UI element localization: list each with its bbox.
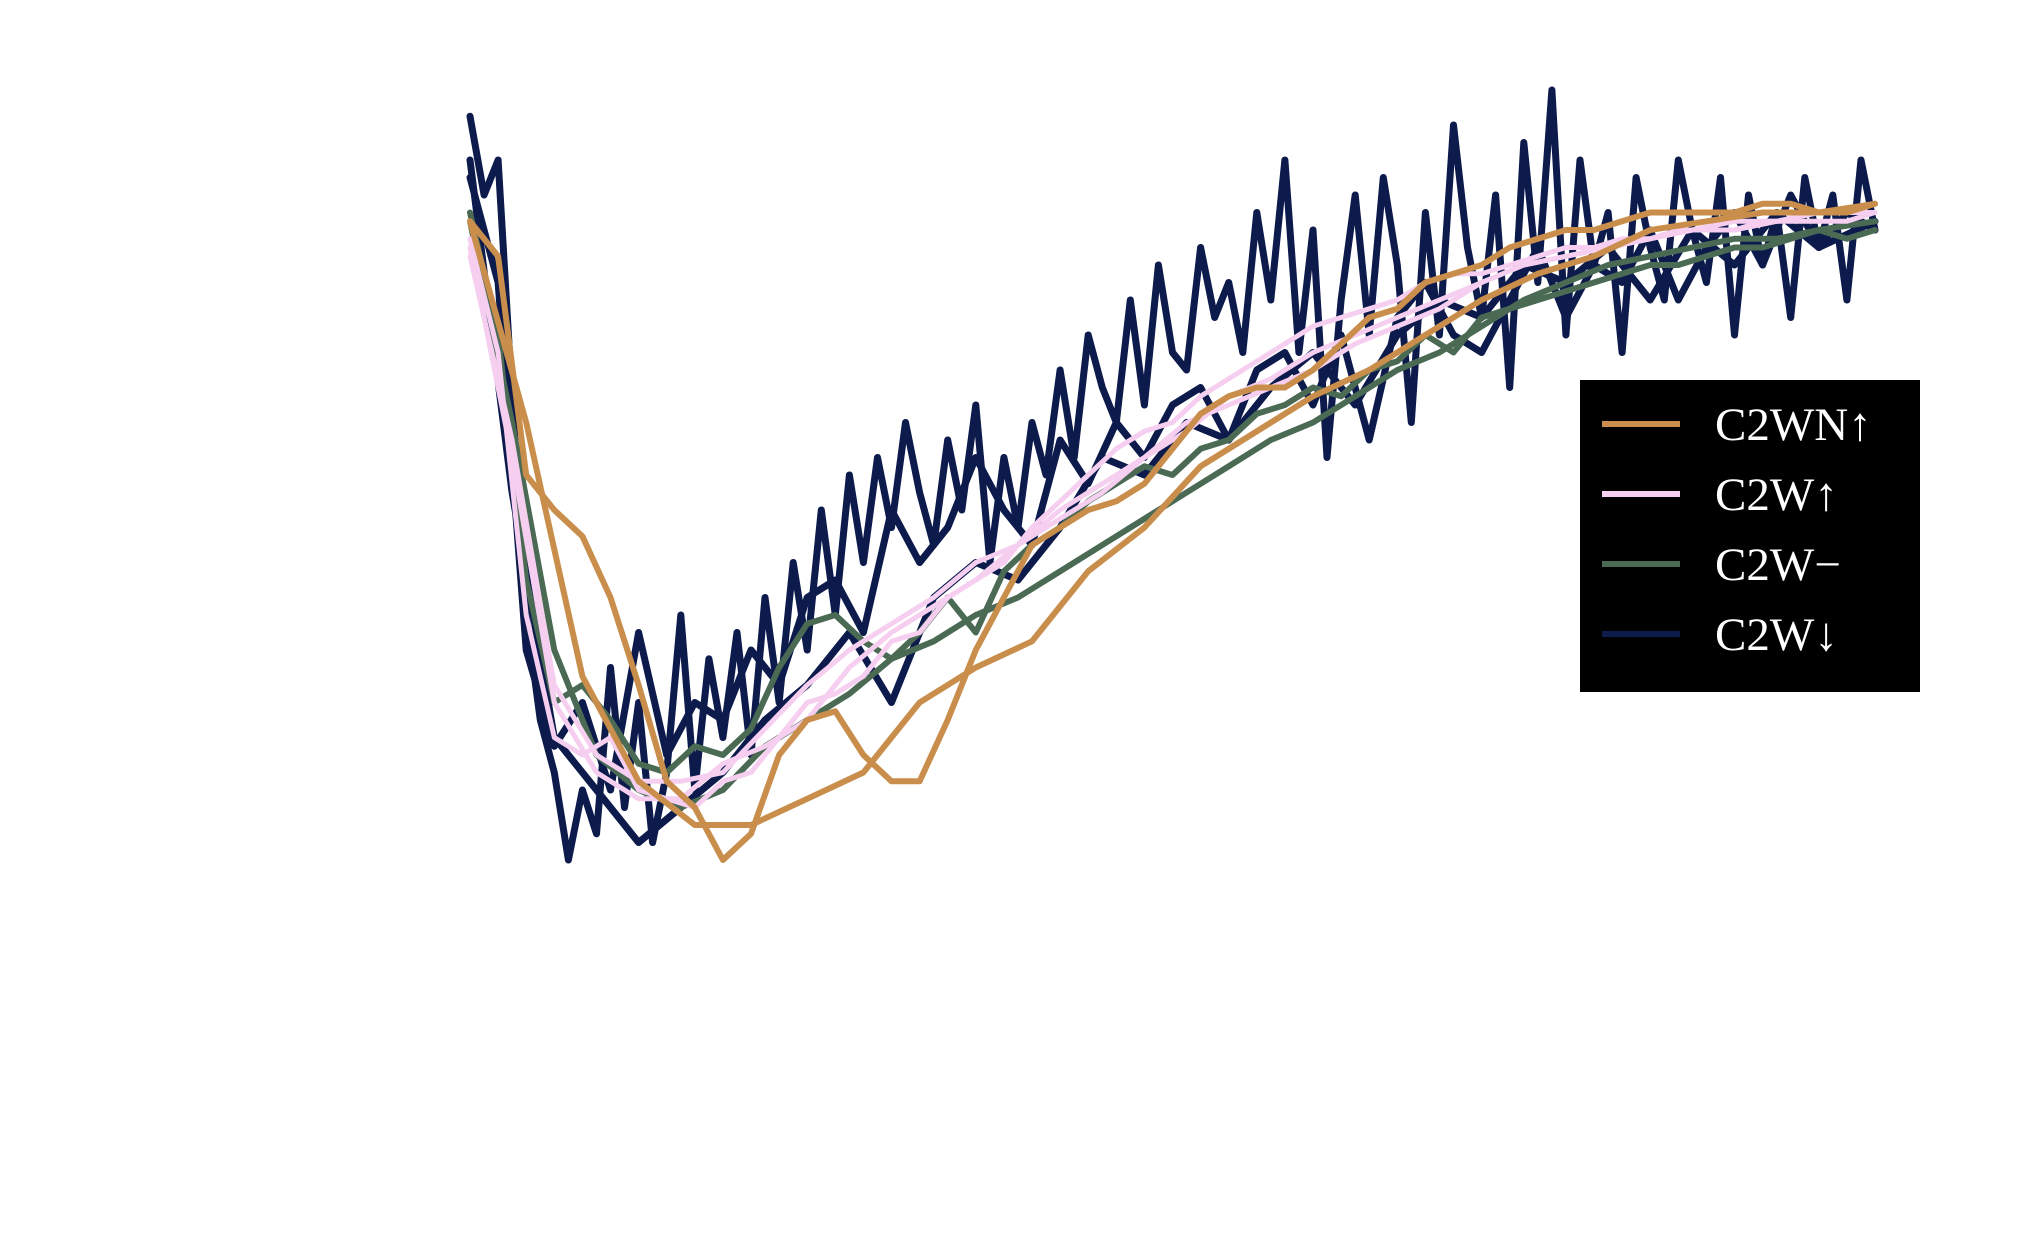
plot-area — [466, 86, 1879, 864]
series-line-c2wn-up-run-2 — [467, 200, 1878, 828]
series-line-c2w-down-run-2 — [466, 174, 1879, 794]
legend-box — [1580, 380, 1920, 692]
series-line-c2w-neutral-run-1 — [467, 209, 1878, 776]
legend-label-c2w-neutral: C2W− — [1715, 539, 1841, 591]
legend-label-c2wn-up: C2WN↑ — [1715, 399, 1872, 451]
legend-label-c2w-down: C2W↓ — [1715, 609, 1838, 661]
legend-label-c2w-up: C2W↑ — [1715, 469, 1838, 521]
series-line-c2w-down-run-1 — [466, 86, 1879, 864]
legend: C2WN↑ C2W↑ C2W− C2W↓ — [1580, 380, 1920, 692]
